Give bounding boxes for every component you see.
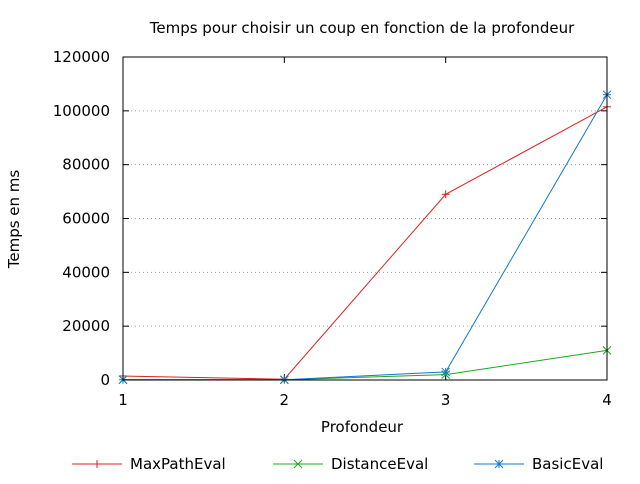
legend-label-maxpatheval: MaxPathEval <box>130 455 226 473</box>
y-tick-label: 120000 <box>53 48 110 66</box>
y-tick-label: 40000 <box>62 263 110 281</box>
y-tick-label: 20000 <box>62 317 110 335</box>
legend-marker-maxpatheval <box>93 460 101 468</box>
x-tick-label: 4 <box>602 391 612 409</box>
legend-marker-basiceval <box>494 459 504 469</box>
legend-marker-distanceeval <box>293 459 303 469</box>
y-axis-label: Temps en ms <box>5 170 23 270</box>
series-line-basiceval <box>123 94 608 381</box>
legend-item-maxpatheval: MaxPathEval <box>72 455 226 473</box>
x-tick-label: 1 <box>118 391 128 409</box>
series-basiceval <box>118 90 612 385</box>
axis-ticks: 0 20000 40000 60000 80000 100000 120000 1 2 3 4 <box>53 48 612 409</box>
x-tick-label: 2 <box>280 391 290 409</box>
legend-label-basiceval: BasicEval <box>532 455 603 473</box>
x-axis-label: Profondeur <box>321 418 404 436</box>
grid <box>123 110 607 327</box>
y-tick-label: 0 <box>100 371 110 389</box>
legend-item-basiceval: BasicEval <box>474 455 603 473</box>
data-point-basiceval <box>441 367 451 377</box>
series-line-maxpatheval <box>122 106 608 380</box>
y-tick-label: 60000 <box>62 210 110 228</box>
x-tick-label: 3 <box>441 391 451 409</box>
series-lines <box>118 90 612 385</box>
chart-title: Temps pour choisir un coup en fonction d… <box>149 19 575 37</box>
data-point-maxpatheval <box>441 190 450 199</box>
series-maxpatheval <box>119 102 611 384</box>
legend: MaxPathEval DistanceEval BasicEval <box>72 455 603 473</box>
series-distanceeval <box>118 346 612 385</box>
y-tick-label: 80000 <box>62 156 110 174</box>
legend-label-distanceeval: DistanceEval <box>331 455 428 473</box>
legend-item-distanceeval: DistanceEval <box>273 455 428 473</box>
y-tick-label: 100000 <box>53 102 110 120</box>
plot-frame <box>122 56 608 381</box>
